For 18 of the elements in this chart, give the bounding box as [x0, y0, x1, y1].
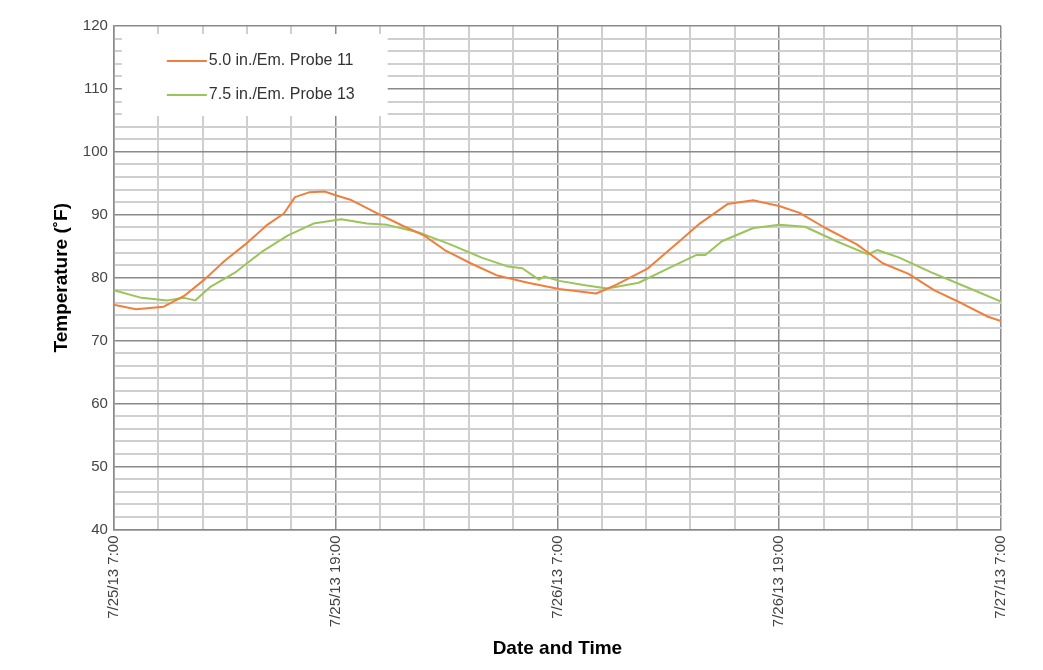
y-tick-label: 50: [91, 456, 108, 474]
y-tick-label: 120: [82, 16, 108, 34]
x-tick-label: 7/25/13 7:00: [103, 535, 121, 619]
y-tick-label: 80: [91, 267, 108, 285]
y-tick-label: 110: [83, 79, 108, 97]
x-axis-title: Date and Time: [492, 636, 623, 658]
y-tick-label: 40: [91, 519, 108, 537]
y-tick-label: 70: [91, 330, 108, 348]
x-tick-label: 7/26/13 7:00: [547, 535, 565, 619]
legend-label: 7.5 in./Em. Probe 13: [208, 85, 355, 103]
y-tick-label: 90: [91, 204, 108, 222]
y-axis-title: Temperature (˚F): [49, 202, 71, 353]
x-tick-label: 7/25/13 19:00: [325, 535, 343, 628]
y-tick-label: 60: [91, 393, 108, 411]
legend-label: 5.0 in./Em. Probe 11: [208, 51, 354, 69]
x-tick-label: 7/27/13 7:00: [991, 535, 1009, 619]
y-tick-label: 100: [82, 142, 108, 159]
x-tick-label: 7/26/13 19:00: [769, 535, 787, 628]
